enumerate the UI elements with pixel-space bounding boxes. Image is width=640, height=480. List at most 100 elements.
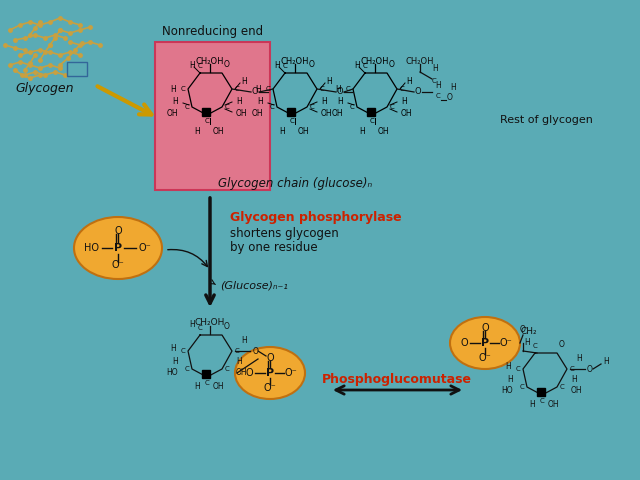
Text: H: H [505,362,511,371]
Text: O: O [415,87,421,96]
Text: C: C [198,325,202,331]
Text: H: H [279,127,285,136]
Text: H: H [172,357,178,366]
Text: Glycogen phosphorylase: Glycogen phosphorylase [230,212,402,225]
Text: C: C [180,348,185,354]
Text: HO: HO [166,368,178,377]
Text: O: O [309,60,315,69]
Text: H: H [189,320,195,329]
Text: O: O [266,353,274,363]
Text: HO: HO [501,386,513,395]
Text: H: H [508,375,513,384]
Text: C: C [235,348,240,354]
Text: O: O [481,324,489,334]
Text: O: O [559,340,565,349]
Text: H: H [321,97,327,107]
Text: C: C [184,366,189,372]
Text: H: H [236,97,242,107]
Text: OH: OH [213,127,225,136]
Text: O⁻: O⁻ [285,368,298,378]
Text: H: H [170,84,176,94]
Text: H: H [450,83,456,92]
Text: H: H [529,400,535,409]
Text: Nonreducing end: Nonreducing end [163,25,264,38]
Text: CH₂OH: CH₂OH [195,318,225,327]
Text: C: C [320,86,324,92]
Text: O: O [253,347,259,356]
Text: OH: OH [236,108,248,118]
Text: O⁻: O⁻ [479,352,492,362]
Text: C: C [269,104,274,110]
Text: CH₂OH: CH₂OH [406,57,435,66]
Text: H: H [401,97,407,107]
Text: H: H [194,382,200,391]
Text: O⁻: O⁻ [500,338,513,348]
Text: O: O [245,368,253,378]
Text: (Glucose)ₙ₋₁: (Glucose)ₙ₋₁ [220,281,288,291]
Text: H: H [337,97,343,107]
Text: C: C [519,384,524,390]
Text: H: H [354,60,360,70]
Text: O: O [337,87,343,96]
Text: H: H [236,357,242,366]
Text: OH: OH [236,368,248,377]
Text: H: H [170,344,176,353]
Bar [537,388,545,396]
Text: OH: OH [332,108,343,118]
Text: Rest of glycogen: Rest of glycogen [500,115,593,125]
Text: H: H [335,84,341,94]
Text: C: C [436,93,441,99]
Text: C: C [198,63,202,69]
Text: C: C [532,343,538,349]
Text: H: H [189,60,195,70]
Text: O⁻: O⁻ [111,260,124,270]
Text: C: C [310,104,315,110]
Text: H: H [274,60,280,70]
Text: CH₂OH: CH₂OH [196,57,224,66]
Text: H: H [432,64,438,73]
Text: HO: HO [84,243,99,253]
Ellipse shape [74,217,162,279]
Text: H: H [571,375,577,384]
Text: CH₂OH: CH₂OH [281,57,309,66]
FancyBboxPatch shape [155,42,270,190]
Text: Phosphoglucomutase: Phosphoglucomutase [322,373,472,386]
Bar [367,108,375,116]
Text: C: C [184,104,189,110]
Text: O: O [587,364,593,373]
Text: CH₂: CH₂ [521,326,538,336]
Text: O⁻: O⁻ [138,243,151,253]
Text: H: H [435,81,441,90]
Text: C: C [180,86,185,92]
Text: O⁻: O⁻ [264,383,276,393]
Text: H: H [603,358,609,367]
Text: O: O [224,60,230,69]
Text: C: C [225,366,230,372]
Text: OH: OH [166,108,178,118]
Text: C: C [283,63,287,69]
Text: OH: OH [548,400,559,409]
Text: C: C [515,366,520,372]
Text: C: C [205,380,209,386]
Text: O: O [460,338,468,348]
Text: H: H [255,84,261,94]
Text: C: C [225,104,230,110]
Text: O: O [520,324,526,334]
Ellipse shape [450,317,520,369]
Text: H: H [194,127,200,136]
Text: shortens glycogen: shortens glycogen [230,227,339,240]
Text: H: H [257,97,263,107]
Text: OH: OH [252,108,263,118]
Text: C: C [349,104,354,110]
Text: C: C [560,384,564,390]
Text: H: H [241,336,247,345]
Text: P: P [114,243,122,253]
Ellipse shape [235,347,305,399]
Text: P: P [481,338,489,348]
Text: Glycogen: Glycogen [16,82,74,95]
Text: C: C [345,86,350,92]
Text: OH: OH [401,108,413,118]
Text: H: H [241,76,247,85]
Text: O: O [224,322,230,331]
Text: OH: OH [571,386,582,395]
